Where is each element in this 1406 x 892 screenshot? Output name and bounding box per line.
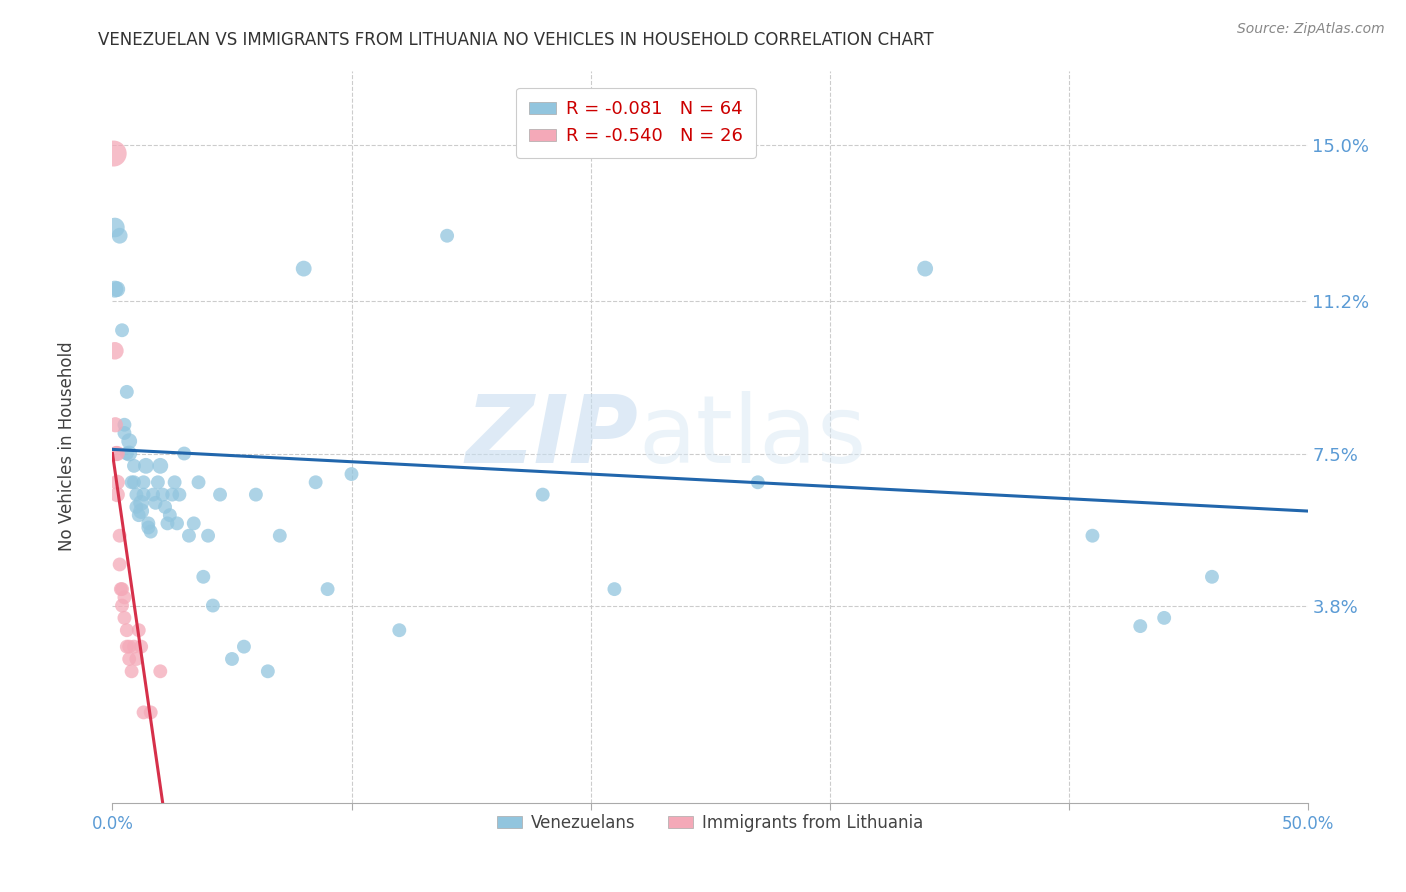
Point <box>177 529 200 543</box>
Point <box>105 282 128 296</box>
Point <box>138 516 160 531</box>
Point <box>135 458 157 473</box>
Point <box>163 475 186 490</box>
Point <box>118 640 141 654</box>
Point <box>269 529 291 543</box>
Point <box>388 624 411 638</box>
Point <box>104 220 127 235</box>
Point <box>914 261 936 276</box>
Point <box>121 665 143 679</box>
Point <box>162 487 183 501</box>
Point <box>105 475 128 490</box>
Point <box>1201 570 1223 584</box>
Point <box>436 228 458 243</box>
Point <box>108 529 131 543</box>
Point <box>118 652 141 666</box>
Point <box>183 516 205 531</box>
Point <box>149 665 172 679</box>
Point <box>129 640 152 654</box>
Point <box>103 146 125 161</box>
Point <box>108 228 131 243</box>
Point <box>122 640 145 654</box>
Point <box>110 582 132 596</box>
Point <box>104 417 127 432</box>
Point <box>122 458 145 473</box>
Point <box>153 500 176 514</box>
Legend: Venezuelans, Immigrants from Lithuania: Venezuelans, Immigrants from Lithuania <box>491 807 929 838</box>
Point <box>129 496 152 510</box>
Point <box>145 496 167 510</box>
Point <box>108 558 131 572</box>
Point <box>146 475 169 490</box>
Point <box>122 475 145 490</box>
Point <box>257 665 280 679</box>
Point <box>233 640 256 654</box>
Point <box>115 624 138 638</box>
Point <box>603 582 626 596</box>
Text: atlas: atlas <box>638 391 866 483</box>
Point <box>156 516 179 531</box>
Point <box>193 570 215 584</box>
Point <box>125 500 148 514</box>
Point <box>139 524 162 539</box>
Point <box>115 384 138 399</box>
Point <box>209 487 232 501</box>
Point <box>166 516 188 531</box>
Point <box>292 261 315 276</box>
Point <box>747 475 769 490</box>
Point <box>129 504 152 518</box>
Point <box>105 446 128 460</box>
Text: VENEZUELAN VS IMMIGRANTS FROM LITHUANIA NO VEHICLES IN HOUSEHOLD CORRELATION CHA: VENEZUELAN VS IMMIGRANTS FROM LITHUANIA … <box>98 31 934 49</box>
Point <box>1081 529 1104 543</box>
Point <box>128 508 150 523</box>
Point <box>104 343 127 358</box>
Point <box>152 487 174 501</box>
Text: No Vehicles in Household: No Vehicles in Household <box>59 341 76 551</box>
Point <box>340 467 363 481</box>
Point <box>138 520 160 534</box>
Point <box>114 417 135 432</box>
Point <box>132 706 155 720</box>
Point <box>114 591 135 605</box>
Point <box>111 599 134 613</box>
Point <box>173 446 195 460</box>
Point <box>1129 619 1152 633</box>
Point <box>305 475 328 490</box>
Point <box>245 487 267 501</box>
Text: ZIP: ZIP <box>465 391 638 483</box>
Point <box>111 323 134 337</box>
Point <box>114 425 135 440</box>
Point <box>115 640 138 654</box>
Point <box>111 582 134 596</box>
Point <box>115 446 138 460</box>
Point <box>187 475 209 490</box>
Point <box>121 475 143 490</box>
Point <box>118 446 141 460</box>
Point <box>128 624 150 638</box>
Point <box>316 582 339 596</box>
Point <box>221 652 243 666</box>
Point <box>149 458 172 473</box>
Point <box>169 487 191 501</box>
Point <box>531 487 554 501</box>
Point <box>139 706 162 720</box>
Point <box>125 652 148 666</box>
Point <box>197 529 219 543</box>
Point <box>105 446 128 460</box>
Point <box>105 487 128 501</box>
Point <box>104 282 127 296</box>
Point <box>114 611 135 625</box>
Text: Source: ZipAtlas.com: Source: ZipAtlas.com <box>1237 22 1385 37</box>
Point <box>142 487 165 501</box>
Point <box>118 434 141 449</box>
Point <box>132 475 155 490</box>
Point <box>201 599 224 613</box>
Point <box>132 487 155 501</box>
Point <box>159 508 181 523</box>
Point <box>1153 611 1175 625</box>
Point <box>125 487 148 501</box>
